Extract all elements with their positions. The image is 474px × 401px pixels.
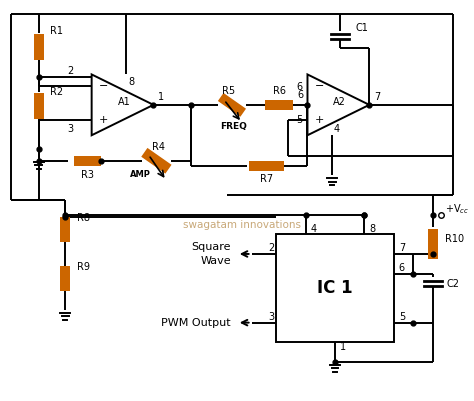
Text: 6: 6: [297, 82, 303, 92]
Bar: [428, 229, 438, 259]
Text: C2: C2: [447, 279, 460, 290]
Text: Wave: Wave: [201, 256, 231, 266]
Text: 4: 4: [334, 124, 340, 134]
Text: 5: 5: [399, 312, 405, 322]
Text: +: +: [99, 115, 108, 125]
Text: 1: 1: [340, 342, 346, 352]
Text: 8: 8: [369, 225, 375, 235]
Text: R3: R3: [81, 170, 94, 180]
Text: A1: A1: [118, 97, 130, 107]
Text: 7: 7: [374, 92, 380, 102]
Bar: [74, 156, 101, 166]
Text: swagatam innovations: swagatam innovations: [183, 219, 301, 229]
Text: R7: R7: [260, 174, 273, 184]
Text: R1: R1: [50, 26, 64, 36]
Text: Square: Square: [191, 242, 231, 252]
Polygon shape: [308, 75, 369, 135]
Text: R6: R6: [273, 86, 285, 96]
Text: PWM Output: PWM Output: [161, 318, 231, 328]
Text: 3: 3: [67, 124, 73, 134]
Text: −: −: [99, 81, 108, 91]
Text: R8: R8: [77, 213, 90, 223]
Text: 4: 4: [310, 225, 317, 235]
Bar: [34, 93, 44, 119]
Text: AMP: AMP: [130, 170, 151, 179]
Bar: [265, 100, 293, 110]
Text: R2: R2: [50, 87, 64, 97]
Text: 3: 3: [268, 312, 274, 322]
Text: R5: R5: [222, 86, 236, 96]
Text: 8: 8: [128, 77, 135, 87]
Text: 6: 6: [399, 263, 405, 273]
Bar: [34, 34, 44, 60]
Text: R9: R9: [77, 262, 90, 272]
Text: 7: 7: [399, 243, 405, 253]
Text: R10: R10: [445, 234, 464, 244]
Text: 2: 2: [268, 243, 274, 253]
Text: 1: 1: [158, 92, 164, 102]
Text: 2: 2: [67, 65, 73, 75]
Bar: [276, 234, 394, 342]
Text: R4: R4: [152, 142, 165, 152]
Polygon shape: [141, 148, 172, 174]
Polygon shape: [218, 93, 246, 117]
Text: A2: A2: [332, 97, 346, 107]
Text: C1: C1: [356, 23, 368, 33]
Polygon shape: [91, 75, 154, 135]
Bar: [249, 161, 284, 170]
Text: +: +: [315, 115, 324, 125]
Bar: [60, 266, 70, 291]
Text: +V$_{cc}$: +V$_{cc}$: [445, 202, 469, 216]
Text: FREQ: FREQ: [220, 122, 247, 131]
Bar: [60, 217, 70, 242]
Text: IC 1: IC 1: [317, 279, 353, 297]
Text: 5: 5: [297, 115, 303, 125]
Text: 6: 6: [298, 90, 304, 100]
Text: −: −: [315, 81, 324, 91]
